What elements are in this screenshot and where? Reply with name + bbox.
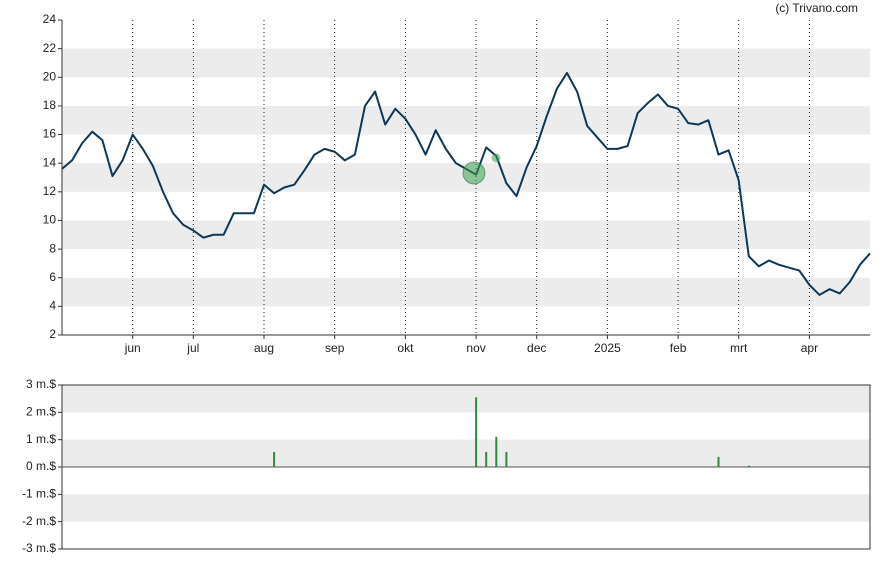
y-tick-label: 8 xyxy=(49,241,56,255)
y-tick-label: 0 m.$ xyxy=(26,459,56,473)
x-tick-label: nov xyxy=(466,341,485,355)
grid-band xyxy=(62,48,870,78)
y-tick-label: -2 m.$ xyxy=(22,514,56,528)
grid-band xyxy=(62,105,870,135)
y-tick-label: 1 m.$ xyxy=(26,432,56,446)
x-tick-label: aug xyxy=(254,341,274,355)
y-tick-label: 2 xyxy=(49,327,56,341)
volume-bar xyxy=(717,456,720,467)
x-tick-label: mrt xyxy=(730,341,748,355)
y-tick-label: 18 xyxy=(43,98,57,112)
event-marker xyxy=(462,161,486,185)
x-tick-label: jun xyxy=(124,341,141,355)
event-marker xyxy=(491,153,501,163)
source-label: (c) Trivano.com xyxy=(775,1,858,15)
x-tick-label: feb xyxy=(670,341,687,355)
volume-bar xyxy=(485,451,488,467)
x-tick-label: sep xyxy=(325,341,345,355)
grid-band xyxy=(62,385,870,413)
y-tick-label: 16 xyxy=(43,127,57,141)
y-tick-label: 12 xyxy=(43,184,57,198)
y-tick-label: -1 m.$ xyxy=(22,487,56,501)
x-tick-label: dec xyxy=(527,341,546,355)
volume-bar xyxy=(495,436,498,467)
grid-band xyxy=(62,220,870,250)
volume-bar xyxy=(475,397,478,467)
y-tick-label: 4 xyxy=(49,299,56,313)
y-tick-label: 22 xyxy=(43,41,57,55)
x-tick-label: apr xyxy=(801,341,818,355)
y-tick-label: 3 m.$ xyxy=(26,377,56,391)
volume-bar xyxy=(747,465,750,467)
grid-band xyxy=(62,439,870,467)
y-tick-label: 2 m.$ xyxy=(26,405,56,419)
x-tick-label: 2025 xyxy=(594,341,621,355)
volume-bar xyxy=(505,451,508,467)
y-tick-label: 10 xyxy=(43,213,57,227)
y-tick-label: 20 xyxy=(43,69,57,83)
y-tick-label: 24 xyxy=(43,12,57,26)
y-tick-label: -3 m.$ xyxy=(22,541,56,555)
x-tick-label: okt xyxy=(397,341,414,355)
y-tick-label: 14 xyxy=(43,155,57,169)
grid-band xyxy=(62,277,870,307)
y-tick-label: 6 xyxy=(49,270,56,284)
volume-bar xyxy=(273,451,276,467)
grid-band xyxy=(62,494,870,522)
x-tick-label: jul xyxy=(186,341,199,355)
